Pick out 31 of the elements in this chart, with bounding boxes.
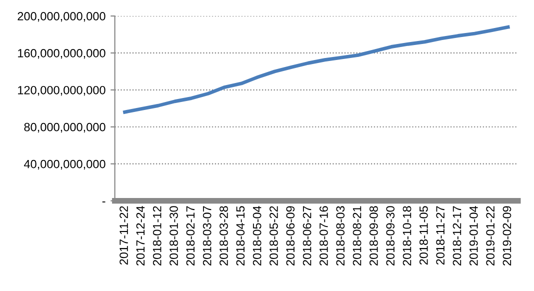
x-tick-label: 2018-01-30 bbox=[170, 206, 178, 266]
x-tick-label: 2018-10-18 bbox=[402, 206, 412, 266]
x-tick-label: 2018-06-09 bbox=[286, 206, 295, 266]
y-tick-label: 160,000,000,000 bbox=[18, 48, 106, 59]
y-tick-label: 120,000,000,000 bbox=[18, 86, 106, 96]
x-tick-label: 2018-02-17 bbox=[186, 206, 195, 266]
x-tick-label: 2018-03-28 bbox=[220, 206, 228, 266]
x-tick-label: 2017-11-22 bbox=[120, 206, 128, 265]
x-tick-label: 2018-08-03 bbox=[336, 206, 345, 266]
x-tick-label: 2019-01-22 bbox=[486, 206, 494, 266]
x-tick-label: 2019-01-04 bbox=[469, 206, 478, 266]
y-tick-label: - bbox=[102, 201, 106, 202]
x-tick-label: 2018-06-27 bbox=[302, 206, 312, 266]
x-tick-label: 2018-09-08 bbox=[370, 206, 378, 266]
x-tick-label: 2018-09-30 bbox=[386, 206, 395, 266]
line-series bbox=[123, 25, 510, 114]
y-tick-label: 200,000,000,000 bbox=[18, 12, 106, 22]
x-tick-label: 2019-02-09 bbox=[502, 206, 512, 266]
y-tick-label: 80,000,000,000 bbox=[24, 122, 106, 133]
x-tick-label: 2018-08-21 bbox=[352, 206, 362, 266]
x-tick-label: 2018-03-07 bbox=[202, 206, 212, 266]
x-tick-label: 2018-01-12 bbox=[152, 206, 162, 266]
x-tick-label: 2018-11-05 bbox=[419, 206, 428, 265]
x-tick-label: 2018-11-27 bbox=[436, 206, 445, 265]
y-tick-label: 40,000,000,000 bbox=[24, 160, 106, 170]
x-tick-label: 2018-05-04 bbox=[252, 206, 262, 266]
x-tick-label: 2017-12-24 bbox=[136, 206, 145, 266]
x-tick-label: 2018-04-15 bbox=[236, 206, 245, 266]
x-tick-label: 2018-12-17 bbox=[452, 206, 462, 266]
x-tick-label: 2018-05-22 bbox=[270, 206, 278, 266]
x-tick-label: 2018-07-16 bbox=[320, 206, 328, 266]
